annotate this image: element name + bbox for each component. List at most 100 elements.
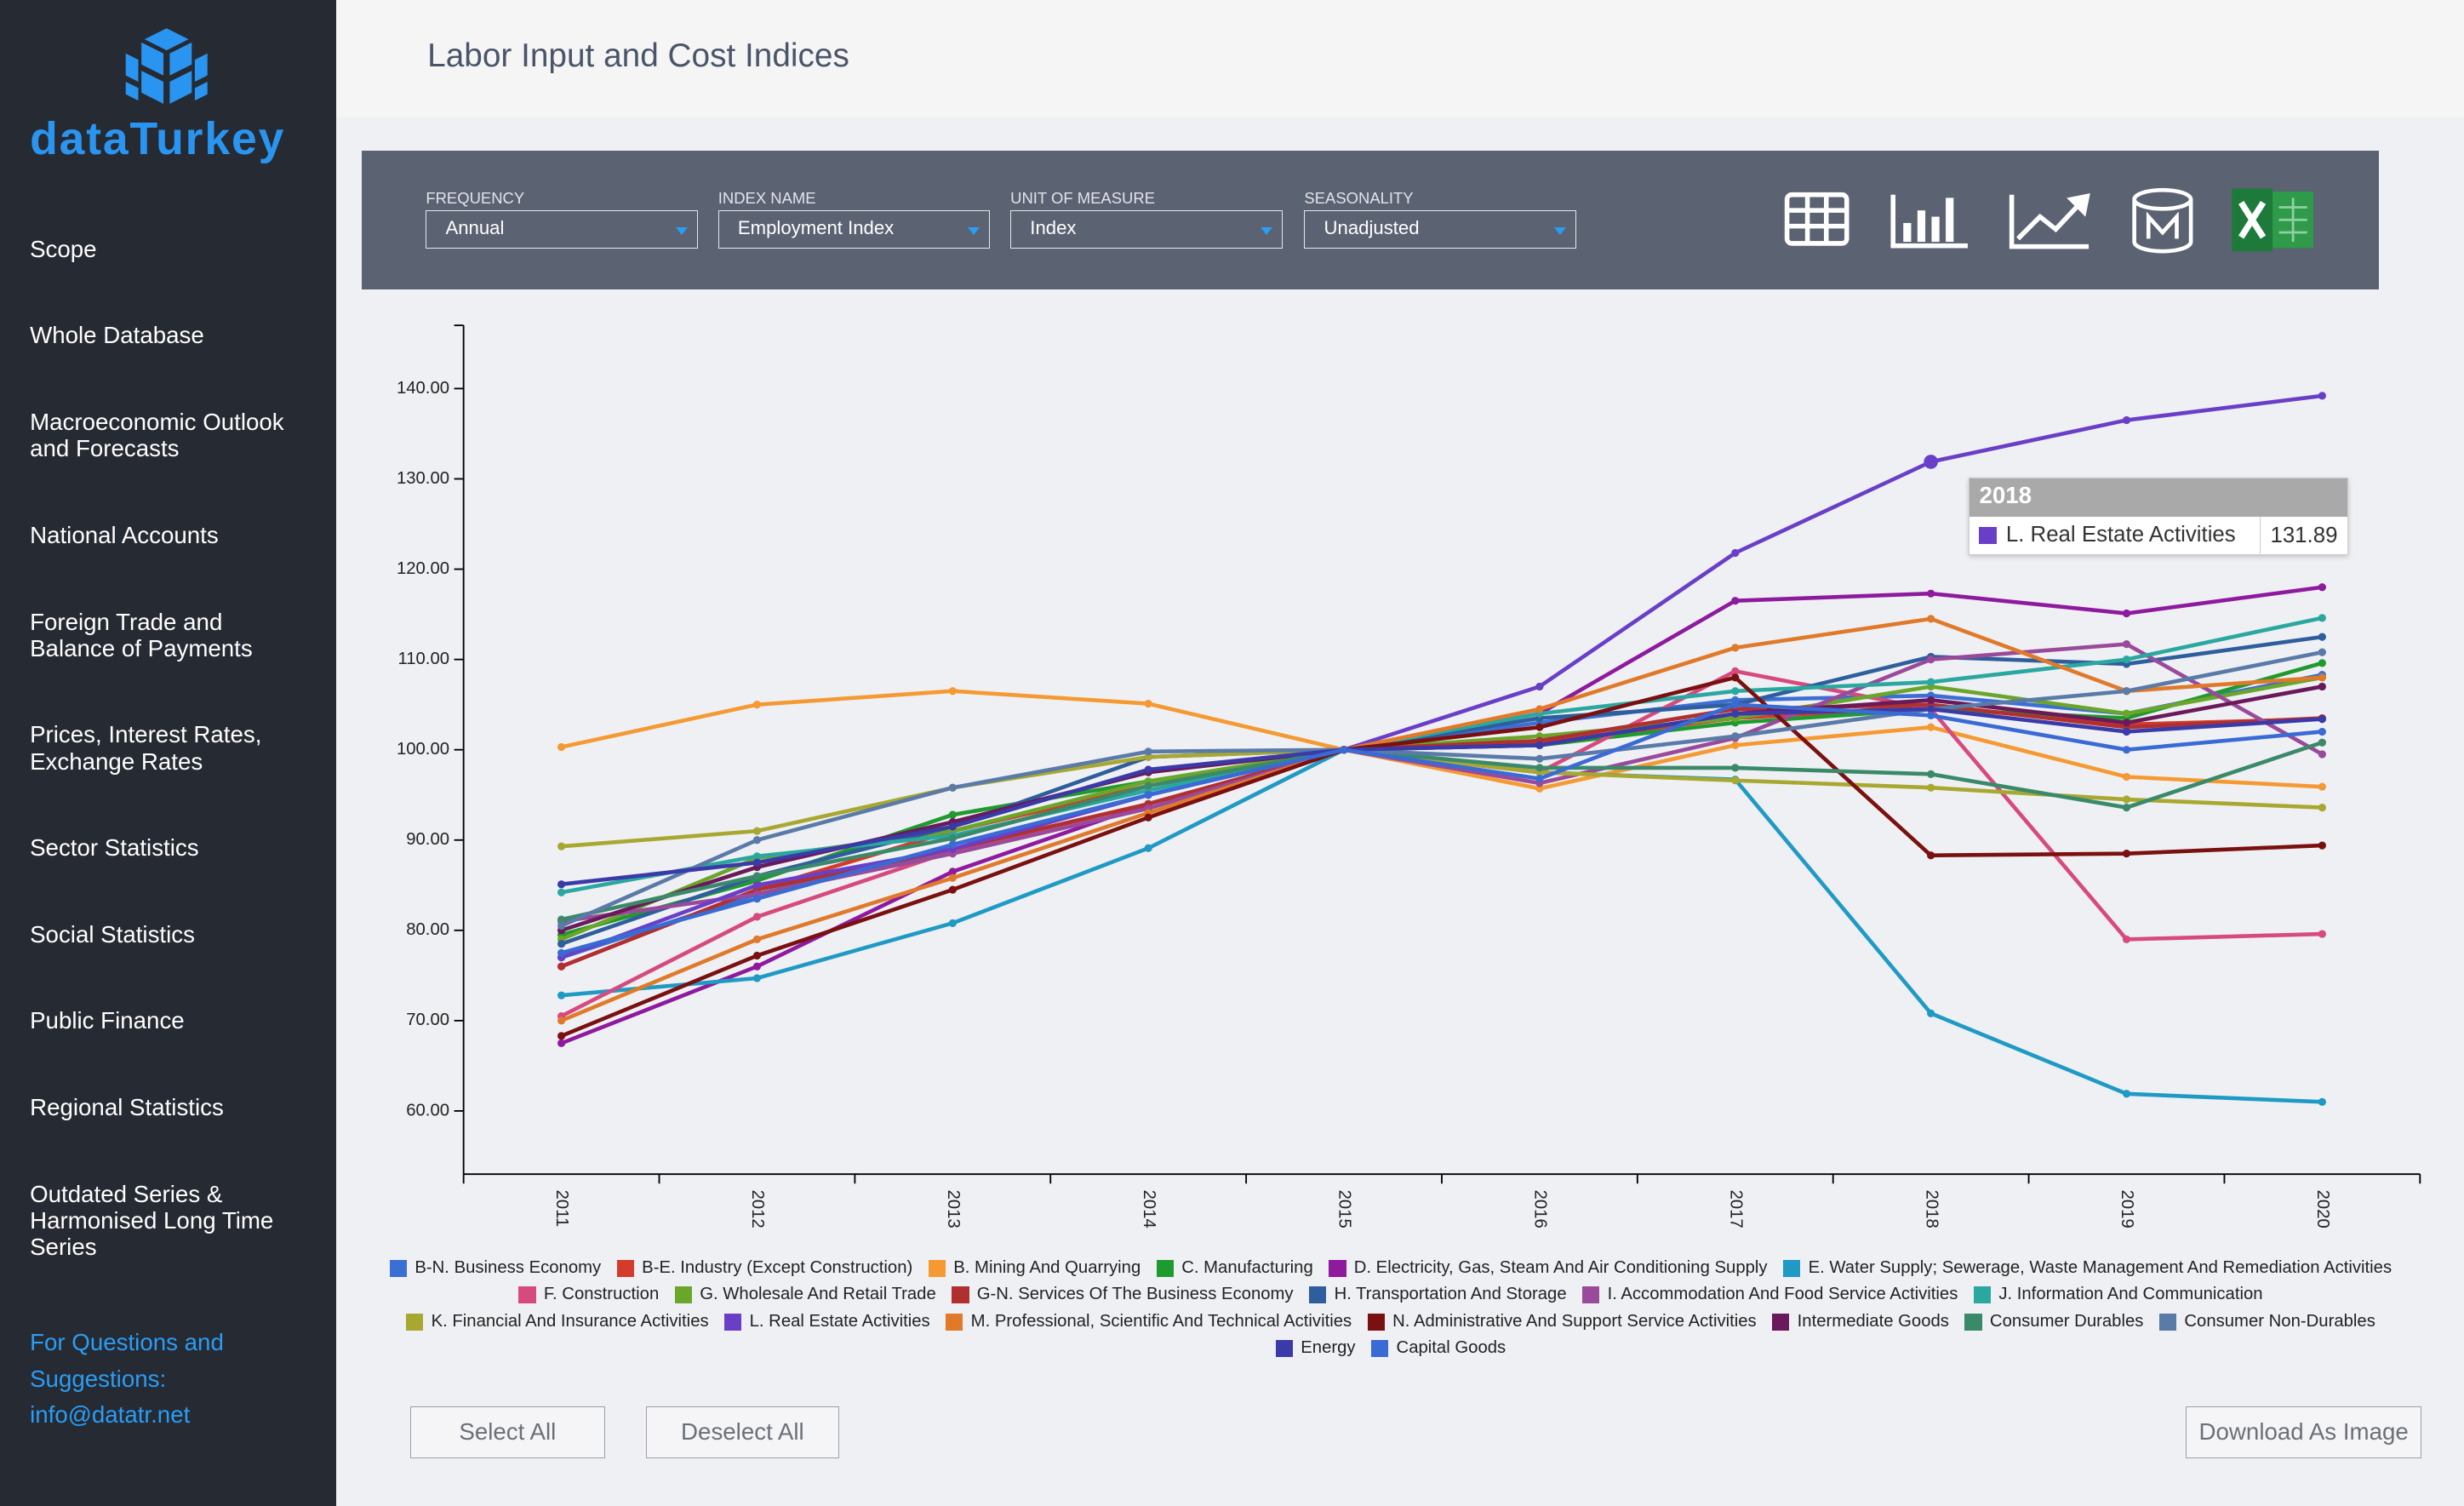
series-line [561,707,2323,887]
line-icon[interactable] [2009,193,2090,249]
series-line [561,747,2323,849]
legend-item[interactable]: B. Mining And Quarrying [928,1257,1141,1280]
filter-value: Index [1030,217,1077,239]
dropdown-arrow [1553,226,1566,235]
data-point [948,822,957,831]
menu-item[interactable]: Social Statistics [30,920,195,948]
legend-swatch [1329,1259,1346,1278]
legend-item[interactable]: G. Wholesale And Retail Trade [674,1284,936,1306]
filter-label: INDEX NAME [717,188,816,207]
data-point [1927,711,1935,719]
data-point [752,962,762,971]
legend-item[interactable]: D. Electricity, Gas, Steam And Air Condi… [1329,1257,1768,1280]
data-point [2318,659,2326,667]
legend-item[interactable]: H. Transportation And Storage [1309,1284,1567,1306]
data-point [2318,673,2326,682]
data-point [1144,844,1152,852]
data-point [948,810,957,819]
database-icon[interactable] [2131,188,2193,254]
contact[interactable]: For Questions and Suggestions: info@data… [30,1329,224,1429]
data-point [2318,715,2326,724]
legend-item[interactable]: Intermediate Goods [1772,1311,1949,1333]
menu-item[interactable]: Sector Statistics [30,834,199,862]
button[interactable]: Download As Image [2186,1406,2422,1459]
legend-item[interactable]: K. Financial And Insurance Activities [406,1311,709,1333]
legend-swatch [1964,1313,1982,1331]
legend-swatch [724,1313,742,1331]
legend-item[interactable]: F. Construction [518,1284,659,1306]
data-point [948,868,957,876]
y-tick-label: 70.00 [406,1011,449,1029]
data-point [2318,782,2326,791]
menu-item[interactable]: Outdated Series & Harmonised Long Time S… [30,1180,274,1261]
menu-item[interactable]: Foreign Trade and Balance of Payments [30,608,253,661]
legend-item[interactable]: B-E. Industry (Except Construction) [616,1257,912,1280]
menu-item[interactable]: Scope [30,235,97,262]
legend-swatch [1156,1259,1174,1278]
filter-select[interactable]: Index [1010,210,1283,249]
data-point [557,888,566,896]
legend-item[interactable]: M. Professional, Scientific And Technica… [946,1311,1352,1333]
legend-item[interactable]: B-N. Business Economy [389,1257,601,1280]
filter-select[interactable]: Annual [426,210,698,249]
data-point [752,872,762,880]
data-point [1731,732,1740,741]
filter-select[interactable]: Unadjusted [1304,210,1576,249]
data-point [752,951,762,960]
menu-item[interactable]: Prices, Interest Rates, Exchange Rates [30,721,262,775]
data-point [2122,415,2131,425]
data-point [752,935,762,944]
menu-item[interactable]: Macroeconomic Outlook and Forecasts [30,409,284,462]
legend-swatch [518,1286,536,1304]
data-point [2122,795,2131,804]
series-line [561,642,2324,924]
data-point [752,858,762,867]
data-point [2122,803,2131,812]
legend-item[interactable]: Consumer Non-Durables [2158,1311,2375,1333]
legend-label: Intermediate Goods [1797,1311,1949,1331]
legend-swatch [1772,1313,1790,1331]
x-tick-label: 2013 [944,1190,963,1228]
legend-item[interactable]: Energy [1275,1337,1356,1360]
legend-item[interactable]: J. Information And Communication [1973,1284,2263,1306]
button[interactable]: Deselect All [645,1406,839,1459]
legend-item[interactable]: E. Water Supply; Sewerage, Waste Managem… [1783,1257,2392,1280]
x-tick-label: 2015 [1335,1190,1354,1228]
data-point [557,1032,566,1040]
data-point [1731,673,1740,682]
filter-select[interactable]: Employment Index [717,210,991,249]
button[interactable]: Select All [409,1406,605,1459]
menu-item[interactable]: Public Finance [30,1007,185,1034]
data-point [1144,765,1152,774]
y-tick-label: 60.00 [406,1101,449,1119]
data-point [752,701,762,709]
legend-item[interactable]: N. Administrative And Support Service Ac… [1367,1311,1757,1333]
series-line [560,393,2323,959]
excel-icon[interactable] [2231,188,2313,252]
data-point [752,852,762,861]
legend-item[interactable]: L. Real Estate Activities [724,1311,930,1333]
legend-label: L. Real Estate Activities [749,1311,930,1331]
series-line [560,675,2323,1039]
data-point [1927,678,1935,686]
series-line [560,650,2323,928]
legend-item[interactable]: C. Manufacturing [1156,1257,1313,1280]
legend-swatch [952,1286,969,1304]
table-icon[interactable] [1784,192,1849,246]
legend-swatch [1973,1286,1992,1304]
data-point [1731,709,1740,718]
menu-item[interactable]: Whole Database [30,322,204,349]
menu-item[interactable]: Regional Statistics [30,1094,224,1121]
menu-item[interactable]: National Accounts [30,521,219,548]
legend-item[interactable]: Capital Goods [1371,1337,1506,1360]
data-point [1340,746,1348,754]
legend-item[interactable]: Consumer Durables [1964,1311,2143,1333]
bar-icon[interactable] [1890,194,1968,249]
logo-text[interactable]: dataTurkey [30,113,286,164]
filter-value: Employment Index [737,217,895,239]
legend-item[interactable]: G-N. Services Of The Business Economy [952,1284,1294,1306]
series-line [561,747,2323,1104]
data-point [1144,753,1152,761]
legend-item[interactable]: I. Accommodation And Food Service Activi… [1582,1284,1958,1306]
